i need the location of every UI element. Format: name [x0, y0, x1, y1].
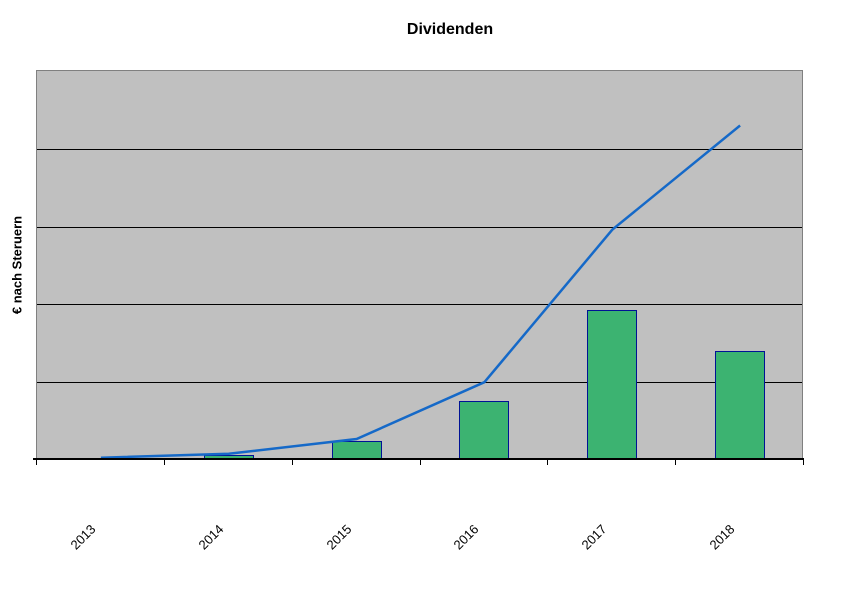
gridline [37, 304, 802, 306]
x-tick [547, 459, 549, 465]
bar-2017 [587, 309, 638, 460]
chart-title: Dividenden [406, 21, 494, 38]
x-label-2018: 2018 [706, 521, 738, 553]
line-series [100, 124, 741, 459]
x-tick [291, 459, 293, 465]
x-tick [419, 459, 421, 465]
x-tick [675, 459, 677, 465]
plot-area [36, 70, 803, 460]
x-label-2016: 2016 [450, 521, 482, 553]
bar-2014 [203, 455, 254, 460]
line-path [100, 124, 741, 459]
x-tick [163, 459, 165, 465]
x-tick [36, 459, 37, 465]
gridline [37, 226, 802, 228]
gridline [37, 148, 802, 150]
x-label-2017: 2017 [578, 521, 610, 553]
y-axis-label: € nach Steruern [9, 215, 25, 315]
bar-2018 [715, 351, 766, 460]
x-label-2014: 2014 [195, 521, 227, 553]
x-label-2013: 2013 [67, 521, 99, 553]
bar-2016 [459, 400, 510, 460]
x-axis-line [33, 458, 804, 460]
x-label-2015: 2015 [323, 521, 355, 553]
x-tick [803, 459, 804, 465]
gridline [37, 382, 802, 384]
bar-2015 [331, 441, 382, 460]
